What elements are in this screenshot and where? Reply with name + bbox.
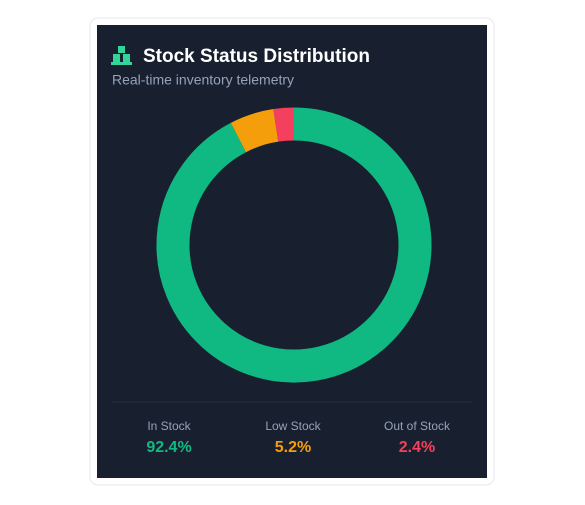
legend-label: Low Stock [265,419,321,433]
donut-segment [156,107,432,383]
chart-subtitle: Real-time inventory telemetry [112,72,294,88]
chart-title: Stock Status Distribution [143,46,370,67]
legend-label: Out of Stock [384,419,451,433]
donut-segment [273,107,295,142]
legend: In Stock 92.4% Low Stock 5.2% Out of Stock 2.… [146,419,451,456]
legend-value: 92.4% [146,439,191,456]
legend-value: 5.2% [275,439,311,456]
legend-value: 2.4% [399,439,435,456]
donut-segment [230,109,279,153]
legend-label: In Stock [147,419,191,433]
donut [156,107,432,383]
title-icon [111,46,132,65]
